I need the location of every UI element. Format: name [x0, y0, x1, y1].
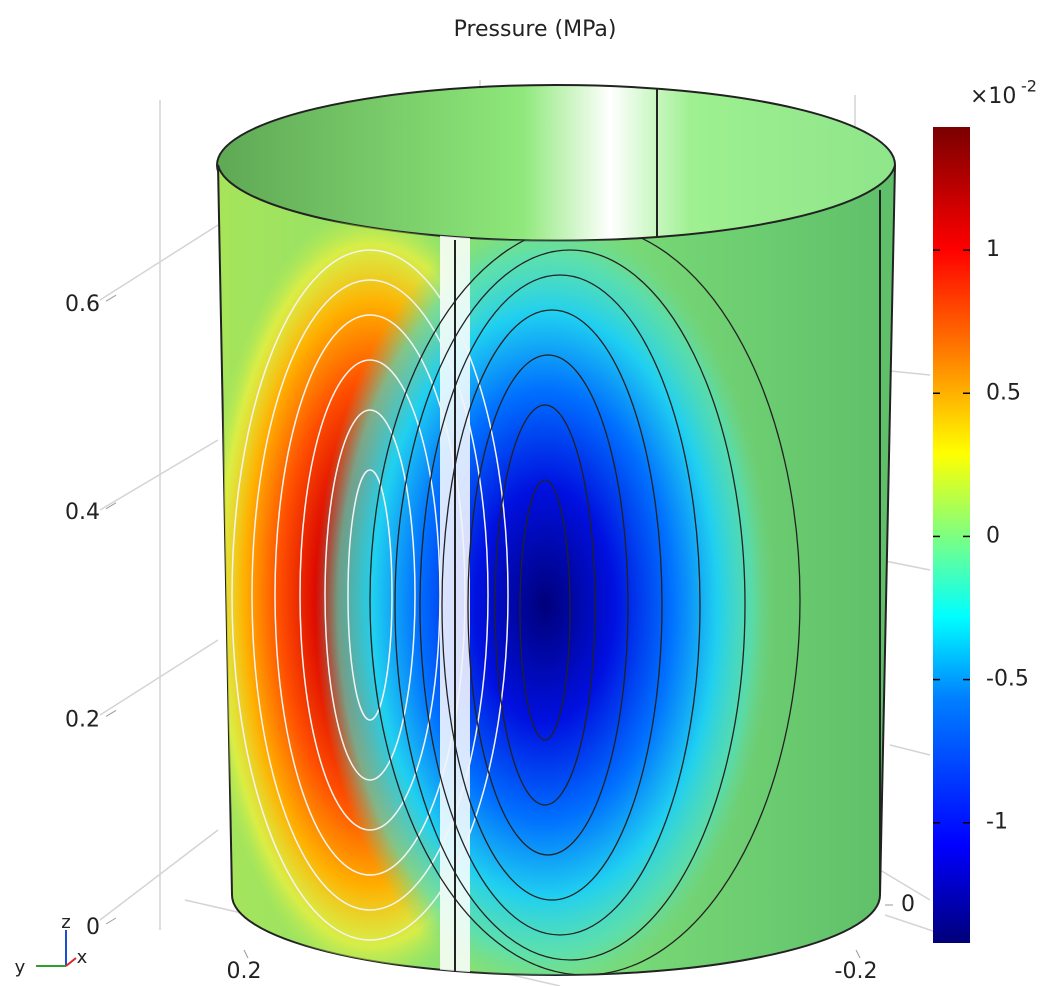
z-tick-label: 0	[86, 915, 100, 940]
z-tick-label: 0.4	[65, 500, 100, 525]
colorbar-tick-label: 0	[986, 523, 1000, 548]
chart-title: Pressure (MPa)	[454, 17, 617, 42]
y-tick-mark	[243, 949, 249, 959]
cylinder	[216, 84, 896, 976]
colorbar-ramp	[933, 127, 970, 943]
triad-z-label: z	[61, 912, 70, 933]
z-tick-mark	[105, 917, 117, 925]
colorbar-tick-label: -0.5	[986, 667, 1029, 692]
z-tick-mark	[105, 502, 117, 510]
z-tick-mark	[105, 709, 117, 717]
colorbar-tick-label: 1	[986, 237, 1000, 262]
z-tick-label: 0.6	[65, 292, 100, 317]
y-tick-label: 0.2	[227, 959, 262, 984]
z-tick-mark	[105, 294, 117, 302]
triad-y-label: y	[15, 957, 26, 978]
triad-x-label: x	[77, 947, 88, 968]
y-tick-mark	[855, 949, 861, 959]
colorbar-exponent: -2	[1021, 77, 1037, 96]
z-tick-label: 0.2	[65, 707, 100, 732]
axis-triad: z y x	[15, 912, 88, 978]
colorbar-multiplier: ×10	[970, 84, 1016, 109]
colorbar-tick-label: -1	[986, 810, 1008, 835]
colorbar-tick-label: 0.5	[986, 380, 1021, 405]
colorbar: ×10 -2	[933, 77, 1037, 943]
x-tick-label: 0	[901, 892, 915, 917]
y-tick-label: -0.2	[835, 959, 878, 984]
